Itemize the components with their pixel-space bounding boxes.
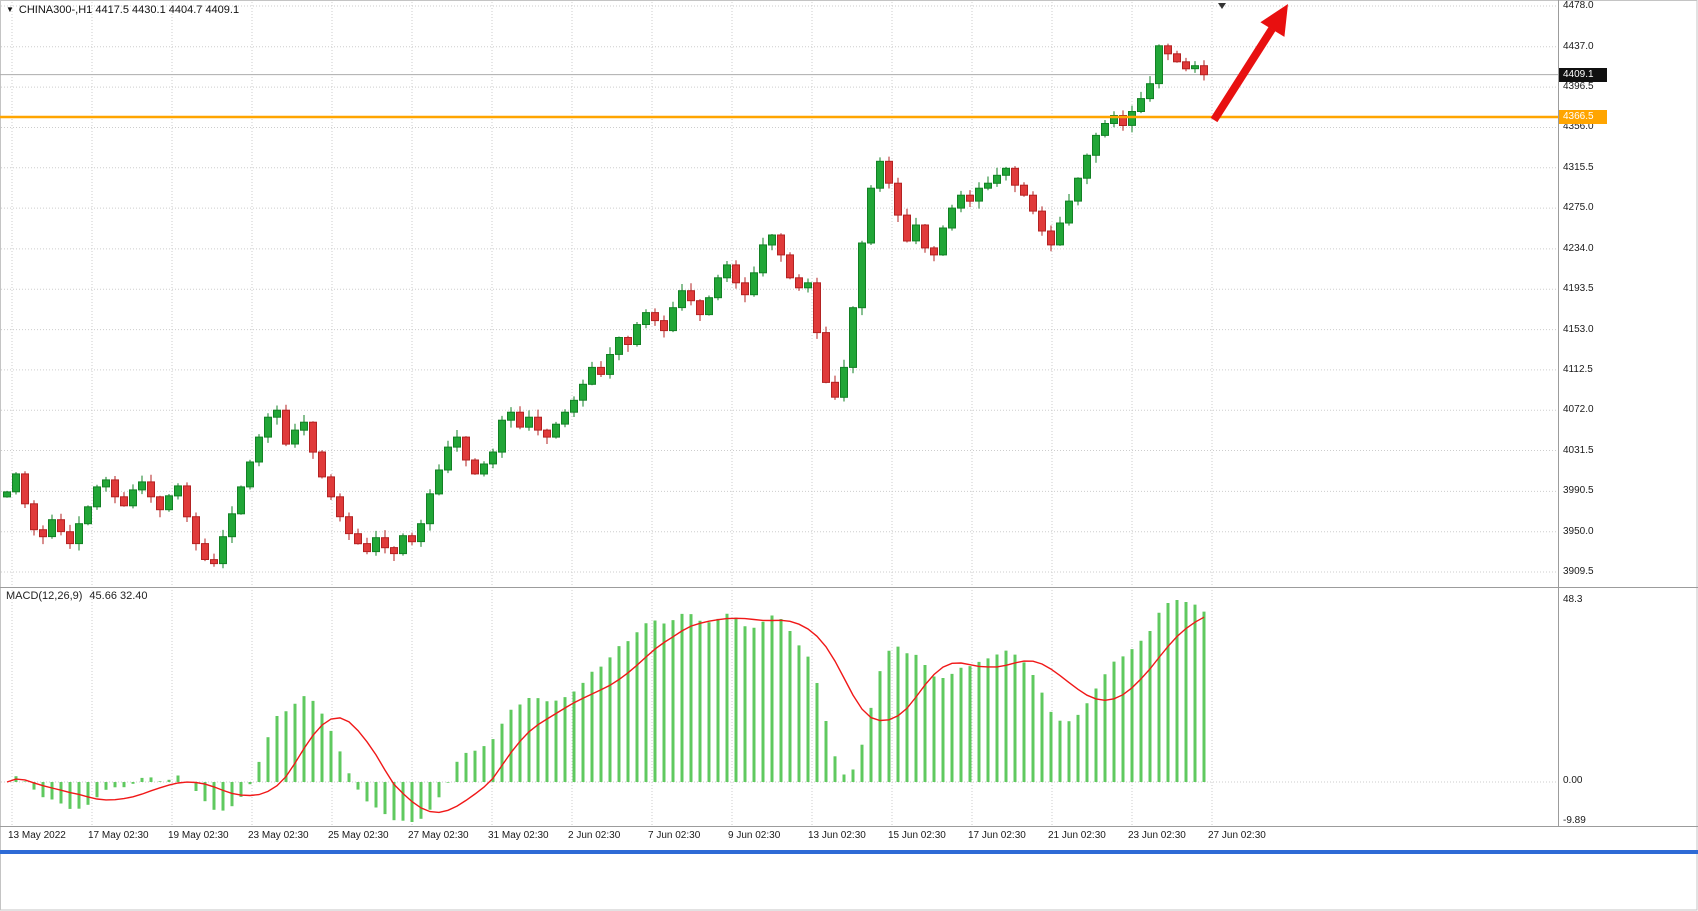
current-price-tag: 4409.1 (1559, 68, 1607, 82)
macd-name: MACD(12,26,9) (6, 590, 83, 602)
macd-indicator-label: MACD(12,26,9) 45.66 32.40 (6, 590, 148, 602)
time-axis-label: 9 Jun 02:30 (728, 830, 781, 841)
time-axis-label: 17 May 02:30 (88, 830, 149, 841)
macd-axis-label-min: -9.89 (1563, 815, 1586, 826)
price-axis-label: 4234.0 (1563, 243, 1594, 254)
arrow-annotation[interactable] (1210, 4, 1288, 123)
time-axis-label: 17 Jun 02:30 (968, 830, 1026, 841)
price-axis-label: 4031.5 (1563, 445, 1594, 456)
time-axis-label: 23 Jun 02:30 (1128, 830, 1186, 841)
price-axis-label: 4396.5 (1563, 81, 1594, 92)
time-axis-label: 31 May 02:30 (488, 830, 549, 841)
price-axis-label: 4437.0 (1563, 41, 1594, 52)
price-axis-label: 4275.0 (1563, 202, 1594, 213)
time-axis-label: 13 Jun 02:30 (808, 830, 866, 841)
price-axis-label: 3909.5 (1563, 566, 1594, 577)
grid-vertical (11, 2, 1213, 826)
time-axis-label: 27 Jun 02:30 (1208, 830, 1266, 841)
price-axis-label: 3950.0 (1563, 526, 1594, 537)
time-axis-label: 25 May 02:30 (328, 830, 389, 841)
time-axis-label: 15 Jun 02:30 (888, 830, 946, 841)
time-axis-label: 23 May 02:30 (248, 830, 309, 841)
hline-price-tag: 4366.5 (1559, 110, 1607, 124)
price-axis-label: 4072.0 (1563, 404, 1594, 415)
macd-values: 45.66 32.40 (89, 590, 148, 602)
price-axis-label: 4356.0 (1563, 121, 1594, 132)
price-axis-label: 4112.5 (1563, 364, 1593, 375)
macd-histogram (14, 600, 1206, 822)
symbol-ohlc-text: CHINA300-,H1 4417.5 4430.1 4404.7 4409.1 (18, 4, 240, 16)
macd-signal-line (6, 616, 1205, 814)
bar-marker-icon (1218, 3, 1226, 9)
time-axis-label: 13 May 2022 (8, 830, 66, 841)
time-axis-label: 21 Jun 02:30 (1048, 830, 1106, 841)
candlestick-series (3, 43, 1208, 569)
price-axis-label: 4478.0 (1563, 0, 1594, 11)
price-axis-label: 4315.5 (1563, 162, 1594, 173)
bottom-blue-bar (0, 850, 1698, 854)
symbol-ohlc-label: ▼ CHINA300-,H1 4417.5 4430.1 4404.7 4409… (6, 4, 239, 16)
price-axis-label: 3990.5 (1563, 485, 1594, 496)
time-axis-label: 27 May 02:30 (408, 830, 469, 841)
macd-axis-label-zero: 0.00 (1563, 775, 1583, 786)
macd-axis-label-max: 48.3 (1563, 594, 1583, 605)
price-axis-label: 4193.5 (1563, 283, 1594, 294)
time-axis-label: 19 May 02:30 (168, 830, 229, 841)
dropdown-triangle-icon: ▼ (6, 5, 14, 14)
time-axis-label: 7 Jun 02:30 (648, 830, 701, 841)
price-axis-label: 4153.0 (1563, 324, 1594, 335)
time-axis-label: 2 Jun 02:30 (568, 830, 621, 841)
